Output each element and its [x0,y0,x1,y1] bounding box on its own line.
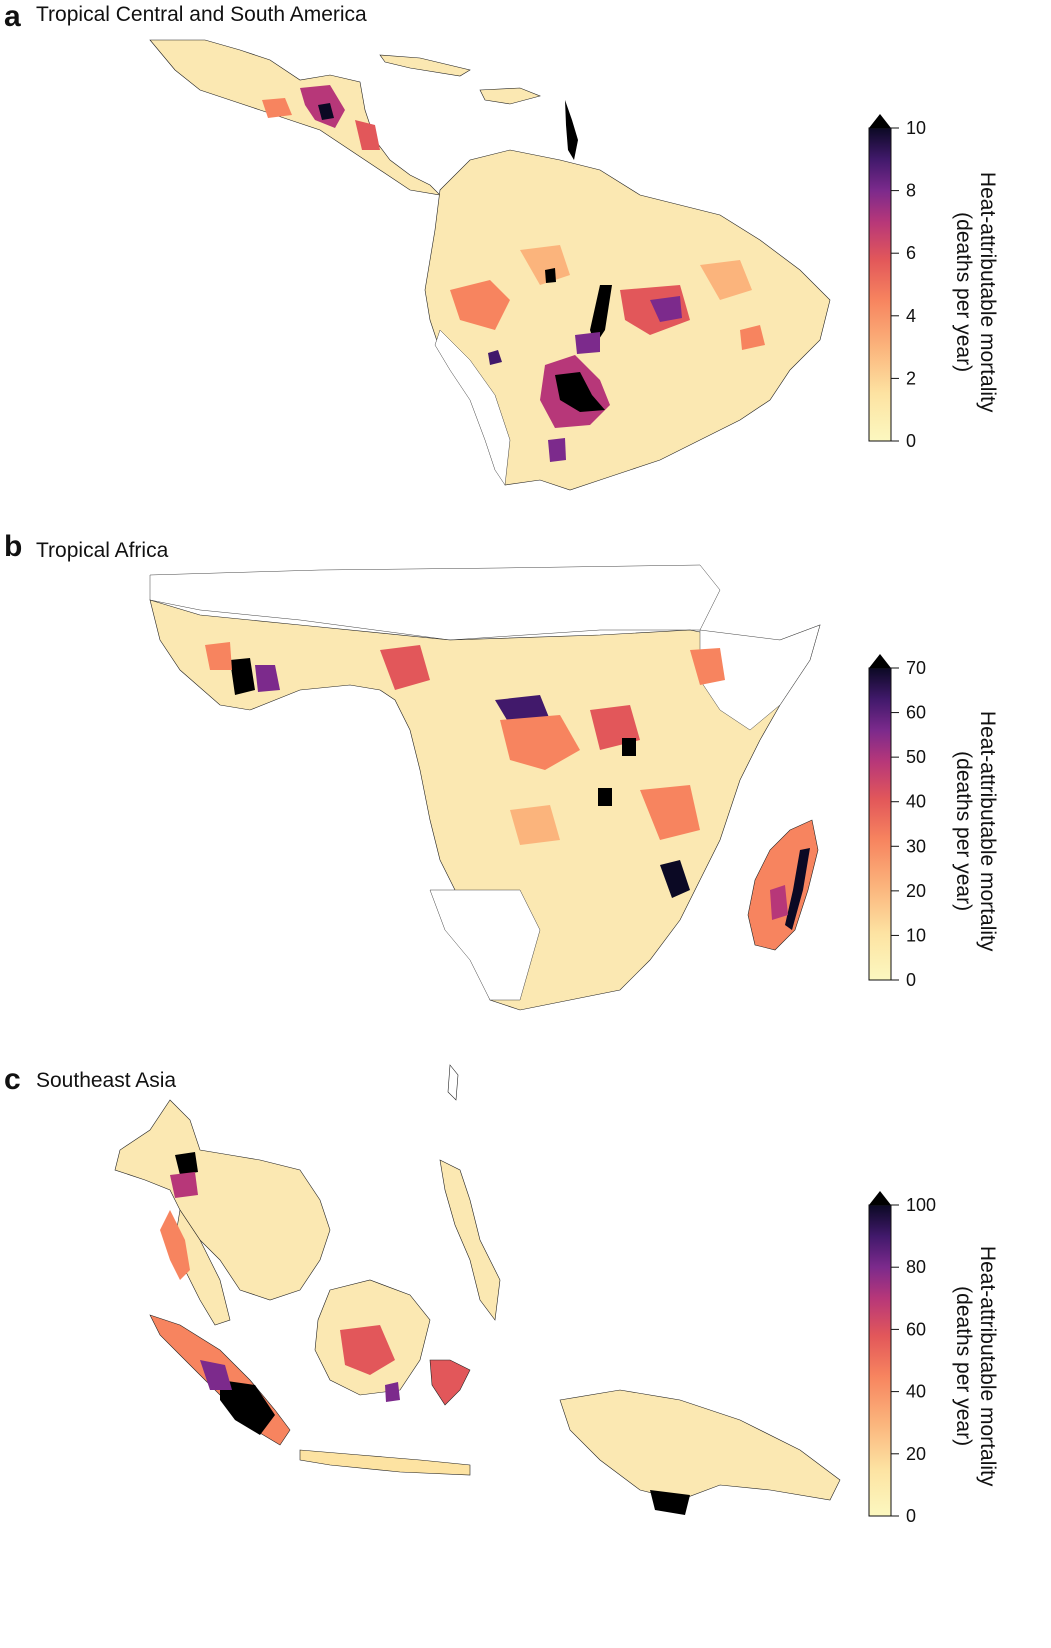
hotspot-drc-center [500,715,580,770]
colorbar-title-line2: (deaths per year) [952,212,975,373]
borneo-hotspot-purple [385,1382,400,1402]
madagascar-dark [785,848,810,930]
hotspot-nicaragua [355,120,380,150]
hispaniola-island [479,87,541,105]
colorbar-tick-label: 30 [906,836,926,856]
colorbar-tick-label: 8 [906,181,916,201]
colorbar-tick-label: 100 [906,1195,936,1215]
panel-title: Tropical Africa [36,539,169,562]
new-guinea [559,1389,841,1501]
hotspot-ivory-coast [230,658,255,695]
colorbar-c: 0 20 40 60 80 100 [868,1191,936,1526]
madagascar [747,819,819,951]
hotspot-para-purple [650,296,682,322]
hotspot-ghana [255,665,280,692]
hotspot-sudan [690,648,725,685]
colorbar-tick-label: 40 [906,792,926,812]
hotspot-guinea [205,642,232,670]
panel-letter: b [4,530,23,563]
hotspot-paraguay [548,438,566,462]
colorbar-title-line1: Heat-attributable mortality [976,171,1000,413]
hotspot-bolivia-black [555,372,605,412]
colorbar-tick-label: 10 [906,925,926,945]
colorbar-tick-label: 70 [906,658,926,678]
colorbar-b: 0 10 20 30 40 50 60 70 [868,654,926,990]
colorbar-tick-label: 60 [906,1319,926,1339]
indochina-region [114,1099,331,1301]
hotspot-honduras-dark [318,103,334,120]
colorbar-title: Heat-attributable mortality (deaths per … [951,706,999,956]
hotspot-amazon-central [520,245,570,285]
panel-a: a Tropical Central and South America [0,0,1051,520]
hotspot-acre-dark [488,350,502,365]
colorbar-title-line2: (deaths per year) [952,751,975,912]
java [299,1449,471,1476]
southwest-no-data [429,889,541,1001]
hotspot-nigeria [380,645,430,690]
colorbar-tick-label: 0 [906,431,916,451]
panel-title: Tropical Central and South America [36,3,367,26]
borneo-hotspot [340,1325,395,1375]
map-southeast-asia: 0 20 40 60 80 100 [114,1064,936,1526]
colorbar-tick-label: 4 [906,306,916,326]
hotspot-northeast [740,325,765,350]
hotspot-rio-grande [700,260,752,300]
colorbar-tick-label: 6 [906,243,916,263]
colorbar-tick-label: 40 [906,1382,926,1402]
colorbar-tick-label: 50 [906,747,926,767]
sumatra-hotspot-purple [200,1360,232,1390]
panel-c: c Southeast Asia 0 20 40 60 80 100 [0,1060,1051,1648]
hotspot-amazon-black-strip [590,285,612,345]
colorbar-tick-label: 10 [906,118,926,138]
hotspot-mozambique-dark [660,860,690,898]
colorbar-tick-label: 2 [906,368,916,388]
hotspot-laos-black [175,1152,198,1175]
colorbar-title-line2: (deaths per year) [952,1286,975,1447]
myanmar-coast [160,1210,190,1280]
sahel-no-data [149,564,721,641]
colorbar-a: 0 2 4 6 8 10 [868,114,926,451]
hotspot-angola [510,805,560,845]
hotspot-mexico-south [262,98,292,118]
hotspot-rondonia [575,332,600,354]
panel-letter: c [4,1063,21,1096]
colorbar-tick-label: 0 [906,970,916,990]
lesser-antilles-islands [565,100,578,160]
colorbar-tick-label: 20 [906,1444,926,1464]
colorbar-tick-label: 60 [906,703,926,723]
hotspot-uganda-black [622,738,636,756]
sulawesi [429,1359,471,1406]
colorbar-title: Heat-attributable mortality (deaths per … [951,167,999,417]
colorbar-tick-label: 0 [906,1506,916,1526]
colorbar-extend-arrow [869,654,891,668]
colorbar-tick-label: 20 [906,881,926,901]
madagascar-purple [770,885,788,920]
colorbar-title: Heat-attributable mortality (deaths per … [951,1241,999,1491]
colorbar-title-line1: Heat-attributable mortality [976,1245,1000,1487]
no-data-peru-bolivia [434,329,511,486]
hotspot-tanzania [640,785,700,840]
panel-letter: a [4,0,21,33]
map-central-south-america: 0 2 4 6 8 10 [149,39,926,491]
horn-no-data [699,624,821,731]
colorbar-title-line1: Heat-attributable mortality [976,710,1000,952]
colorbar-extend-arrow [869,114,891,128]
central-america-region [149,39,441,196]
taiwan [447,1064,459,1101]
panel-title: Southeast Asia [36,1069,177,1092]
philippines [439,1159,501,1321]
map-tropical-africa: 0 10 20 30 40 50 60 70 [149,564,926,1011]
colorbar-extend-arrow [869,1191,891,1205]
cuba-island [379,54,471,77]
hotspot-amazon-west [450,280,510,330]
sumatra-hotspot-dark [220,1380,275,1435]
colorbar-tick-label: 80 [906,1257,926,1277]
hotspot-lake-black [598,788,612,806]
panel-b: b Tropical Africa 0 [0,530,1051,1085]
hotspot-laos-purple [170,1172,198,1198]
new-guinea-hotspot [650,1490,690,1515]
hotspot-amazon-black-small [545,268,556,283]
